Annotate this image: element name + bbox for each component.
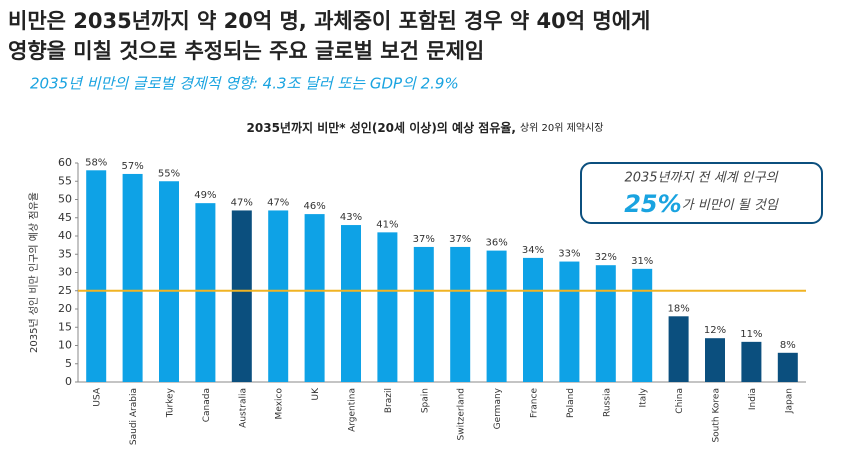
bar	[486, 250, 507, 382]
bar	[304, 214, 325, 382]
y-axis-label: 2035년 성인 비만 인구의 예상 점유율	[28, 192, 40, 353]
x-tick-label: Turkey	[166, 387, 176, 418]
chart-title-main: 2035년까지 비만* 성인(20세 이상)의 예상 점유율,	[247, 120, 516, 135]
y-tick-label: 55	[58, 174, 72, 187]
bar	[377, 232, 398, 382]
value-label: 41%	[376, 219, 398, 230]
callout-text: 가 비만이 될 것임	[682, 198, 779, 213]
bar	[668, 316, 689, 382]
y-tick-label: 5	[65, 357, 72, 370]
y-tick-label: 10	[58, 339, 72, 352]
bar	[632, 268, 653, 382]
bar	[195, 203, 216, 382]
value-label: 37%	[413, 234, 435, 245]
y-tick-label: 25	[58, 284, 72, 297]
x-tick-label: China	[675, 388, 685, 414]
bar	[559, 261, 580, 382]
callout-text: 25%가 비만이 될 것임	[624, 190, 779, 218]
x-tick-label: Argentina	[348, 388, 358, 432]
chart-title: 2035년까지 비만* 성인(20세 이상)의 예상 점유율, 상위 20위 제약…	[247, 120, 604, 135]
bar	[159, 181, 179, 382]
bar	[741, 341, 762, 382]
value-label: 49%	[194, 190, 216, 201]
callout-highlight: 25%	[624, 190, 681, 218]
x-tick-label: USA	[93, 387, 103, 406]
bar	[268, 210, 289, 382]
y-tick-label: 45	[58, 211, 72, 224]
bar	[523, 257, 543, 382]
x-tick-label: South Korea	[712, 388, 722, 443]
value-label: 31%	[631, 256, 653, 267]
value-label: 57%	[121, 161, 143, 172]
bar	[595, 265, 616, 382]
value-label: 34%	[522, 245, 544, 256]
value-label: 11%	[740, 329, 762, 340]
x-tick-label: Germany	[493, 387, 503, 429]
value-label: 47%	[231, 197, 253, 208]
bar	[341, 225, 361, 382]
bar	[122, 173, 143, 382]
page-title: 영향을 미칠 것으로 추정되는 주요 글로벌 보건 문제임	[8, 39, 484, 63]
value-label: 32%	[595, 252, 617, 263]
bar	[450, 246, 471, 382]
value-label: 43%	[340, 212, 362, 223]
x-tick-label: Australia	[238, 388, 248, 428]
x-tick-label: France	[530, 388, 540, 418]
value-label: 12%	[704, 325, 726, 336]
value-label: 8%	[780, 340, 796, 351]
x-tick-label: UK	[311, 387, 321, 401]
callout-text: 2035년까지 전 세계 인구의	[624, 171, 778, 186]
x-tick-label: Poland	[566, 388, 576, 418]
x-tick-label: Saudi Arabia	[129, 388, 139, 445]
bar	[231, 210, 252, 382]
callout-box	[580, 162, 823, 224]
x-tick-label: Switzerland	[457, 388, 467, 441]
bar	[413, 246, 434, 382]
y-tick-label: 30	[58, 266, 72, 279]
y-tick-label: 20	[58, 302, 72, 315]
x-tick-label: India	[748, 388, 758, 410]
subtitle: 2035년 비만의 글로벌 경제적 영향: 4.3조 달러 또는 GDP의 2.…	[30, 75, 459, 93]
x-tick-label: Mexico	[275, 388, 285, 420]
x-tick-label: Japan	[784, 388, 794, 414]
value-label: 33%	[558, 249, 580, 260]
x-tick-label: Brazil	[384, 388, 394, 413]
value-label: 55%	[158, 168, 180, 179]
value-label: 58%	[85, 157, 107, 168]
value-label: 46%	[303, 201, 325, 212]
y-tick-label: 60	[58, 156, 72, 169]
y-tick-label: 15	[58, 320, 72, 333]
page-title: 비만은 2035년까지 약 20억 명, 과체중이 포함된 경우 약 40억 명…	[8, 9, 650, 33]
x-tick-label: Italy	[639, 387, 649, 407]
y-tick-label: 40	[58, 229, 72, 242]
chart-title-note: 상위 20위 제약시장	[520, 121, 603, 134]
value-label: 37%	[449, 234, 471, 245]
bar	[705, 338, 725, 382]
y-tick-label: 50	[58, 193, 72, 206]
bar	[777, 352, 798, 382]
x-tick-label: Russia	[602, 388, 612, 417]
value-label: 36%	[485, 238, 507, 249]
value-label: 18%	[667, 303, 689, 314]
bar	[86, 170, 107, 382]
y-tick-label: 35	[58, 247, 72, 260]
y-tick-label: 0	[65, 375, 72, 388]
value-label: 47%	[267, 197, 289, 208]
x-tick-label: Spain	[420, 388, 430, 413]
x-tick-label: Canada	[202, 388, 212, 422]
